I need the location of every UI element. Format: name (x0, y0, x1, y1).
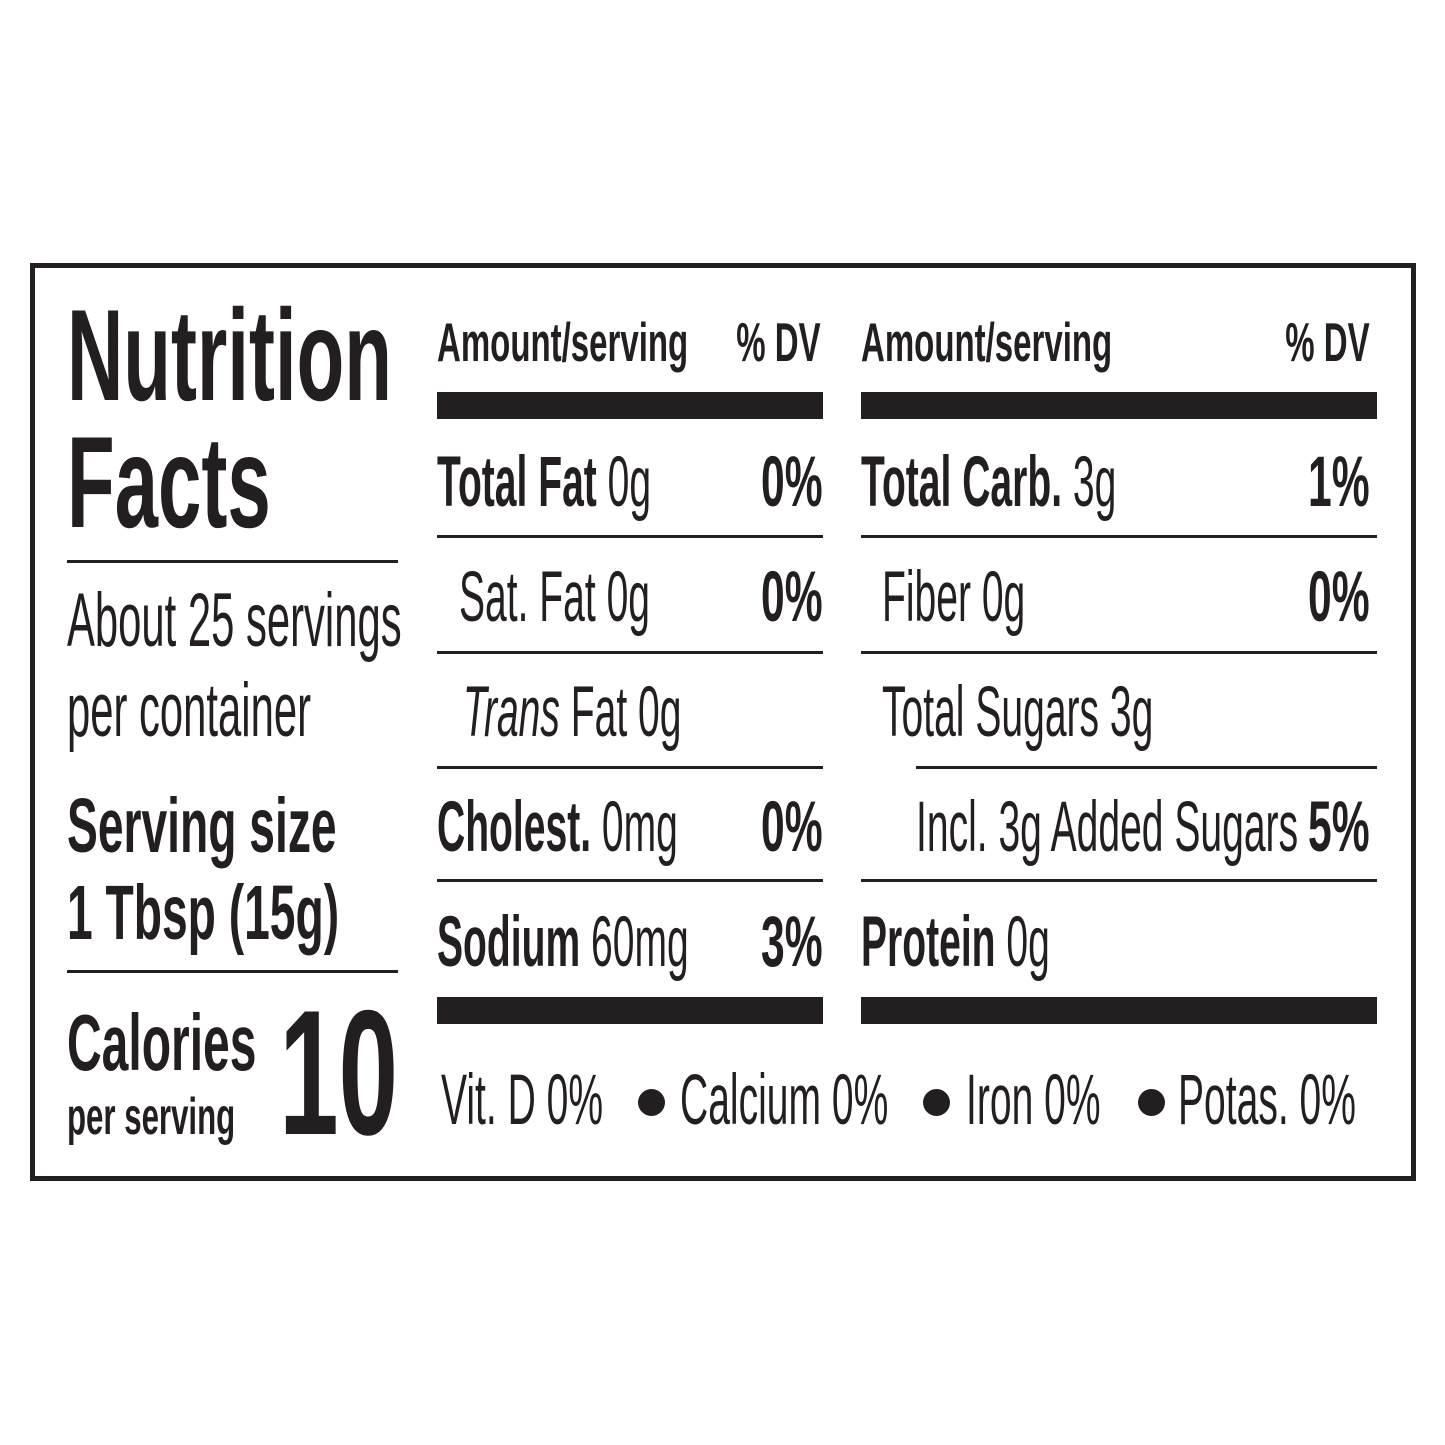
row-protein: Protein 0g (861, 907, 1050, 978)
nutrient-amount: 0g (606, 558, 651, 637)
row-sodium: Sodium 60mg (437, 907, 689, 978)
row-fiber: Fiber 0g (882, 562, 1025, 633)
row-cholesterol: Cholest. 0mg (437, 792, 678, 863)
nutrient-amount: 0g (1006, 903, 1050, 982)
calories-label: Calories (67, 998, 257, 1087)
thick-bar (437, 997, 823, 1024)
dv-total-fat: 0% (761, 443, 823, 522)
divider (67, 560, 398, 563)
nutrient-name: Cholest. (437, 788, 592, 867)
dv-fiber: 0% (1308, 558, 1370, 637)
nutrient-name: Sodium (437, 903, 581, 982)
dv-total-carb: 1% (1308, 443, 1370, 522)
row-total-fat: Total Fat 0g (437, 447, 651, 518)
row-added-sugars: Incl. 3g Added Sugars (916, 792, 1298, 863)
serving-size-label: Serving size (67, 783, 337, 869)
nutrient-amount: 3g (1109, 673, 1154, 752)
divider (437, 766, 823, 769)
header-amount: Amount/serving (437, 311, 689, 373)
divider (916, 766, 1377, 769)
bullet-icon (923, 1089, 950, 1116)
micronutrient-vitamin-d: Vit. D 0% (441, 1061, 604, 1140)
header-dv: % DV (1285, 311, 1370, 373)
nutrient-name: Fiber (882, 558, 971, 637)
micronutrient-potassium: Potas. 0% (1178, 1061, 1357, 1140)
divider (67, 970, 398, 973)
bullet-icon (638, 1089, 665, 1116)
nutrient-amount: 0g (981, 558, 1026, 637)
row-total-sugars: Total Sugars 3g (882, 677, 1153, 748)
nutrient-amount: 60mg (591, 903, 689, 982)
label-border (30, 263, 1416, 1181)
divider (437, 535, 823, 538)
nutrient-name: Protein (861, 903, 996, 982)
thick-bar (861, 392, 1377, 419)
servings-per-container: About 25 servings (67, 578, 402, 663)
dv-added-sugars: 5% (1308, 788, 1370, 867)
title-nutrition: Nutrition (67, 282, 392, 428)
nutrient-name: Incl. 3g Added Sugars (916, 788, 1299, 867)
divider (861, 651, 1377, 654)
nutrient-name: Sat. Fat (459, 558, 596, 637)
row-trans-fat: Trans Fat 0g (463, 677, 681, 748)
calories-value: 10 (279, 973, 398, 1172)
row-total-carb: Total Carb. 3g (861, 447, 1116, 518)
title-facts: Facts (67, 409, 271, 555)
nutrient-amount: 3g (1072, 443, 1117, 522)
servings-per-container-2: per container (67, 668, 311, 753)
calories-per-serving: per serving (67, 1088, 236, 1146)
nutrient-name: Total Fat (437, 443, 597, 522)
dv-sodium: 3% (761, 903, 823, 982)
header-dv: % DV (736, 311, 821, 373)
nutrient-amount: 0g (638, 673, 682, 752)
nutrient-amount: 0mg (601, 788, 678, 867)
micronutrient-calcium: Calcium 0% (680, 1061, 889, 1140)
dv-cholesterol: 0% (761, 788, 823, 867)
nutrient-name: Total Sugars (882, 673, 1100, 752)
thick-bar (861, 997, 1377, 1024)
header-amount: Amount/serving (861, 311, 1113, 373)
divider (861, 535, 1377, 538)
divider (861, 879, 1377, 882)
thick-bar (437, 392, 823, 419)
serving-size-value: 1 Tbsp (15g) (67, 870, 340, 956)
bullet-icon (1138, 1089, 1165, 1116)
dv-sat-fat: 0% (761, 558, 823, 637)
nutrient-name: Fat (570, 673, 628, 752)
divider (437, 879, 823, 882)
micronutrient-iron: Iron 0% (966, 1061, 1101, 1140)
divider (437, 651, 823, 654)
row-sat-fat: Sat. Fat 0g (459, 562, 650, 633)
nutrient-amount: 0g (607, 443, 652, 522)
nutrient-name: Total Carb. (861, 443, 1063, 522)
nutrient-name-italic: Trans (463, 673, 560, 752)
